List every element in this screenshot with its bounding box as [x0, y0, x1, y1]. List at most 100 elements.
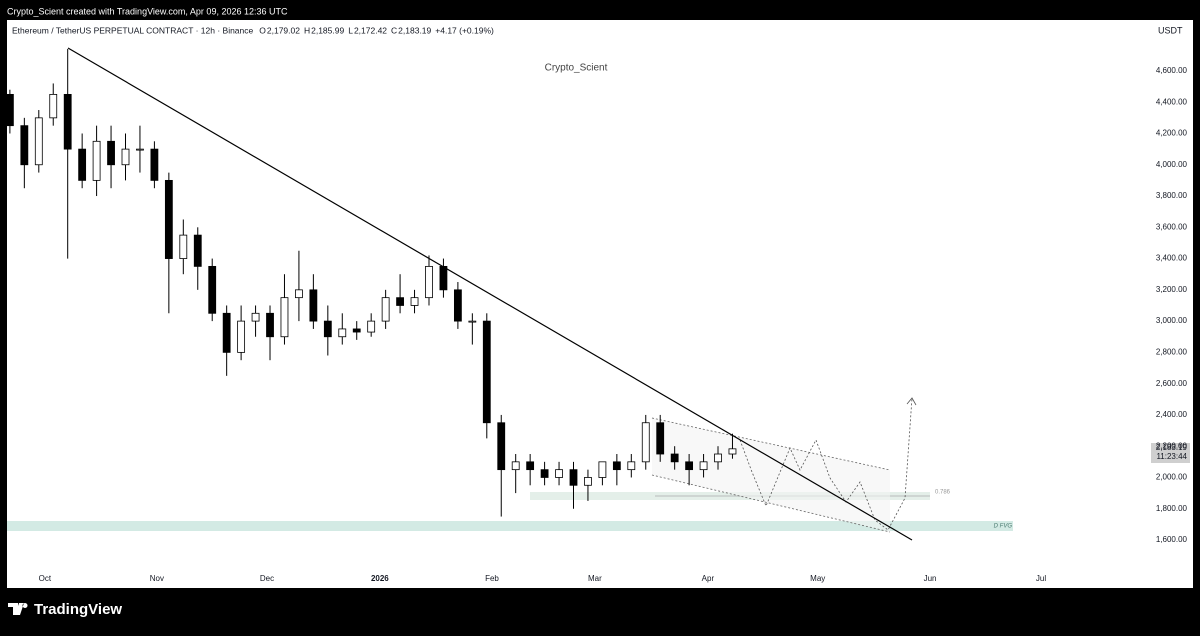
- ohlc-value: 2,185.99: [311, 25, 344, 35]
- projection-path: [739, 397, 913, 531]
- y-tick-label: 4,000.00: [1156, 160, 1188, 169]
- candle-body: [323, 320, 332, 338]
- fvg-zone: [7, 521, 1013, 531]
- candle-body: [396, 297, 404, 306]
- candle-body: [612, 461, 621, 471]
- countdown: 11:23:44: [1156, 452, 1187, 461]
- candle-body: [121, 148, 130, 166]
- candle-body: [179, 234, 188, 259]
- candle-body: [338, 328, 347, 338]
- candle-body: [49, 93, 58, 119]
- symbol: Ethereum / TetherUS PERPETUAL CONTRACT ·…: [12, 25, 254, 35]
- logo-text: TradingView: [34, 601, 122, 618]
- candle-body: [237, 320, 246, 353]
- channel-bottom: [651, 474, 891, 533]
- candle-body: [381, 297, 390, 322]
- ohlc-prefix: C: [391, 25, 397, 35]
- x-tick-label: Jun: [924, 574, 937, 583]
- x-tick-label: Feb: [485, 574, 499, 583]
- x-tick-label: Mar: [588, 574, 602, 583]
- top-bar-text: Crypto_Scient created with TradingView.c…: [7, 6, 288, 16]
- candle-body: [193, 234, 202, 267]
- candle-body: [63, 93, 72, 150]
- watermark: Crypto_Scient: [545, 63, 608, 74]
- ohlc-value: 2,179.02: [267, 25, 300, 35]
- candle-body: [670, 453, 679, 463]
- candle-body: [266, 312, 274, 338]
- candle-body: [482, 320, 491, 424]
- candle-body: [656, 422, 665, 455]
- candle-body: [92, 140, 101, 181]
- candle-body: [222, 312, 231, 353]
- last-price-label: 2,183.19: [1156, 443, 1188, 452]
- y-tick-label: 1,800.00: [1156, 504, 1188, 513]
- x-tick-label: Dec: [260, 574, 274, 583]
- candle-body: [540, 469, 549, 478]
- y-tick-label: 2,200.00: [1156, 441, 1188, 450]
- candle-body: [78, 148, 87, 181]
- candle-body: [352, 328, 361, 333]
- candle-body: [439, 265, 448, 291]
- candle-body: [425, 265, 433, 299]
- channel-fill: [652, 418, 890, 532]
- y-tick-label: 4,200.00: [1156, 129, 1188, 138]
- trendline: [67, 47, 913, 541]
- y-tick-label: 1,600.00: [1156, 535, 1188, 544]
- x-tick-label: Oct: [39, 574, 52, 583]
- y-tick-label: 2,800.00: [1156, 347, 1188, 356]
- candle-body: [164, 179, 173, 259]
- candle-body: [468, 320, 477, 323]
- x-tick-label: Nov: [150, 574, 164, 583]
- candle-body: [136, 148, 144, 151]
- y-tick-label: 3,000.00: [1156, 316, 1188, 325]
- projection-arrow: [906, 397, 917, 406]
- chart-area: [7, 20, 1193, 588]
- fib-label: 0.786: [935, 490, 951, 496]
- change: +4.17 (+0.19%): [435, 25, 494, 35]
- currency: USDT: [1158, 25, 1183, 35]
- candle-body: [728, 448, 737, 455]
- x-tick-label: 2026: [371, 574, 389, 583]
- candle-body: [511, 461, 520, 471]
- candle-body: [685, 461, 694, 471]
- candle-body: [569, 469, 578, 486]
- candle-body: [20, 125, 29, 166]
- y-tick-label: 2,600.00: [1156, 379, 1188, 388]
- x-tick-label: Jul: [1036, 574, 1046, 583]
- candle-body: [309, 289, 318, 322]
- last-price-box: [1151, 443, 1190, 463]
- y-tick-label: 3,800.00: [1156, 191, 1188, 200]
- candle-body: [584, 477, 592, 486]
- candle-body: [5, 93, 14, 127]
- y-tick-label: 3,600.00: [1156, 222, 1188, 231]
- y-tick-label: 2,400.00: [1156, 410, 1188, 419]
- y-tick-label: 2,000.00: [1156, 473, 1188, 482]
- x-tick-label: May: [810, 574, 825, 583]
- y-tick-label: 3,200.00: [1156, 285, 1188, 294]
- candle-body: [699, 461, 708, 471]
- candle-body: [497, 422, 506, 471]
- candle-body: [107, 140, 115, 166]
- ohlc-prefix: O: [259, 25, 266, 35]
- x-tick-label: Apr: [702, 574, 715, 583]
- ohlc-value: 2,172.42: [354, 25, 387, 35]
- candle-body: [555, 469, 563, 478]
- candle-body: [34, 117, 43, 166]
- y-tick-label: 3,400.00: [1156, 254, 1188, 263]
- candle-body: [410, 297, 419, 306]
- fvg-label: D FVG: [994, 524, 1013, 530]
- candle-body: [251, 312, 260, 322]
- ohlc-prefix: L: [348, 25, 353, 35]
- candle-body: [641, 422, 650, 463]
- candle-body: [714, 453, 722, 463]
- candle-body: [526, 461, 535, 471]
- candle-body: [280, 297, 289, 338]
- ohlc-value: 2,183.19: [398, 25, 431, 35]
- candle-body: [598, 461, 607, 478]
- candle-body: [295, 289, 303, 299]
- candle-body: [150, 148, 159, 181]
- candle-body: [453, 289, 462, 322]
- candle-body: [627, 461, 636, 471]
